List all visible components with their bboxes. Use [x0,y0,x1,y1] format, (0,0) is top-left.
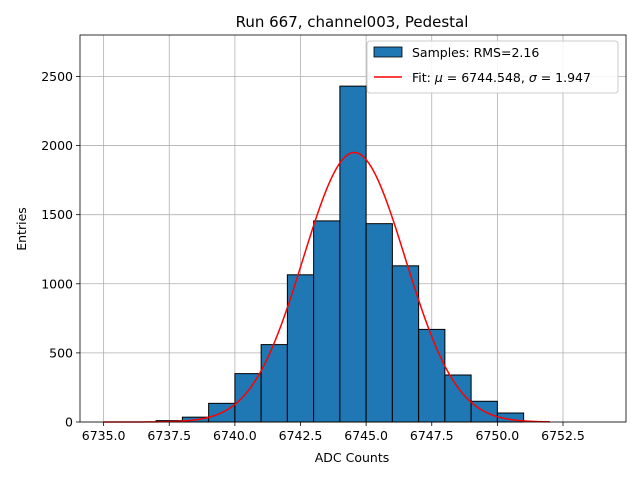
legend-box [366,40,619,94]
y-tick-label: 1000 [41,276,73,291]
histogram-bar [365,223,393,423]
x-axis-ticks: 6735.0 6737.5 6740.0 6742.5 6745.0 6747.5 6750… [82,422,585,443]
x-tick-label: 6740.0 [213,428,257,443]
legend: Samples: RMS=2.16 Fit: μ = 6744.548, σ =… [366,40,619,94]
y-tick-label: 2000 [41,138,73,153]
x-tick-label: 6752.5 [541,428,585,443]
axes-frame [79,34,627,423]
x-tick-label: 6750.0 [476,428,520,443]
legend-fit-label: Fit: μ = 6744.548, σ = 1.947 [412,70,591,85]
histogram-bar [418,328,446,423]
x-tick-label: 6742.5 [279,428,323,443]
histogram-bars [155,85,525,423]
y-tick-label: 0 [65,415,73,430]
y-tick-label: 2500 [41,69,73,84]
y-axis-ticks: 0 500 1000 1500 2000 2500 [41,69,80,430]
y-tick-label: 500 [49,345,73,360]
x-tick-label: 6737.5 [147,428,191,443]
x-axis-label: ADC Counts [315,450,390,465]
fit-curve [103,151,550,423]
histogram-bar [286,274,315,423]
histogram-bar [313,220,341,423]
legend-histogram-label: Samples: RMS=2.16 [412,45,539,60]
y-axis-label: Entries [14,207,29,251]
y-tick-label: 1500 [41,207,73,222]
histogram-bar [339,85,367,423]
histogram-bar [234,373,262,423]
x-tick-label: 6747.5 [410,428,454,443]
x-tick-label: 6735.0 [82,428,126,443]
legend-histogram-swatch [373,46,403,58]
histogram-bar [391,265,420,423]
x-tick-label: 6745.0 [344,428,388,443]
histogram-bar [260,344,288,423]
chart-title: Run 667, channel003, Pedestal [236,13,469,31]
